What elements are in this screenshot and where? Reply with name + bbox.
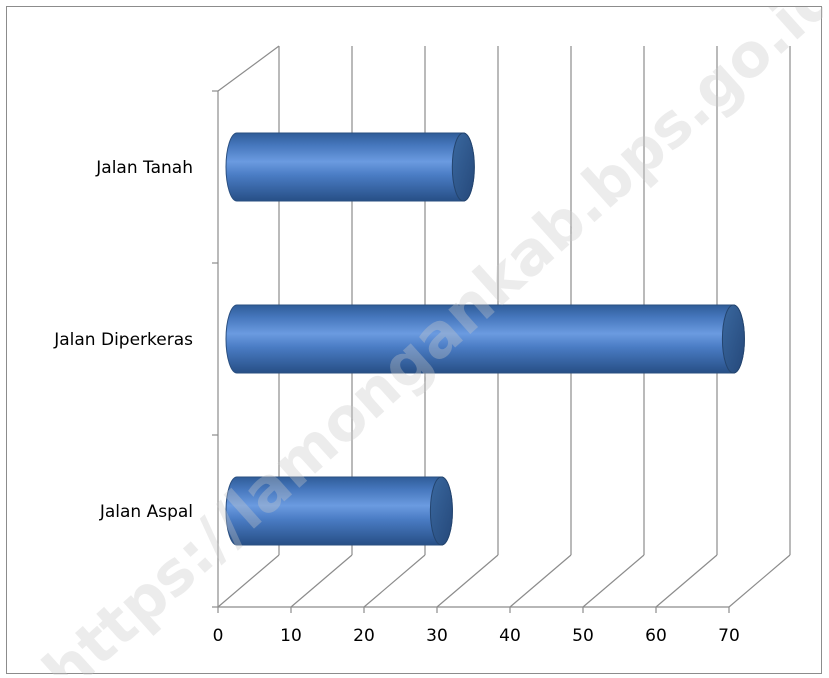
x-tick-label: 20 — [353, 626, 375, 646]
y-category-label: Jalan Tanah — [95, 158, 193, 178]
x-tick-label: 60 — [645, 626, 667, 646]
floor-line-20 — [363, 554, 426, 608]
left-wall-top — [217, 45, 280, 92]
bars-layer — [225, 132, 745, 546]
x-tick-label: 30 — [426, 626, 448, 646]
bar-jalan-tanah — [225, 132, 475, 202]
floor-line-60 — [655, 554, 718, 608]
bar-end-cap — [451, 132, 475, 202]
bar-jalan-diperkeras — [225, 304, 745, 374]
floor-line-30 — [436, 554, 499, 608]
floor-line-40 — [509, 554, 572, 608]
bar-body — [225, 132, 475, 202]
y-category-label: Jalan Aspal — [99, 502, 193, 522]
x-tick-label: 40 — [499, 626, 521, 646]
x-tick-label: 10 — [280, 626, 302, 646]
floor-line-10 — [290, 554, 353, 608]
y-category-label: Jalan Diperkeras — [53, 330, 193, 350]
axis-layer — [212, 45, 730, 613]
x-tick-label: 0 — [213, 626, 224, 646]
floor-line-0 — [217, 554, 280, 608]
bar-jalan-aspal — [225, 476, 453, 546]
floor-line-50 — [582, 554, 645, 608]
x-tick-label: 70 — [718, 626, 740, 646]
bar-chart: 0 10 20 30 40 50 60 70 Jalan Tanah Jalan Diperker… — [30, 7, 823, 675]
bar-end-cap — [721, 304, 745, 374]
grid-layer — [217, 46, 791, 608]
x-tick-label: 50 — [572, 626, 594, 646]
bar-end-cap — [429, 476, 453, 546]
floor-line-70 — [728, 554, 791, 608]
chart-frame: 0 10 20 30 40 50 60 70 Jalan Tanah Jalan Diperker… — [6, 6, 823, 675]
labels-layer: 0 10 20 30 40 50 60 70 Jalan Tanah Jalan Diperker… — [53, 158, 740, 646]
